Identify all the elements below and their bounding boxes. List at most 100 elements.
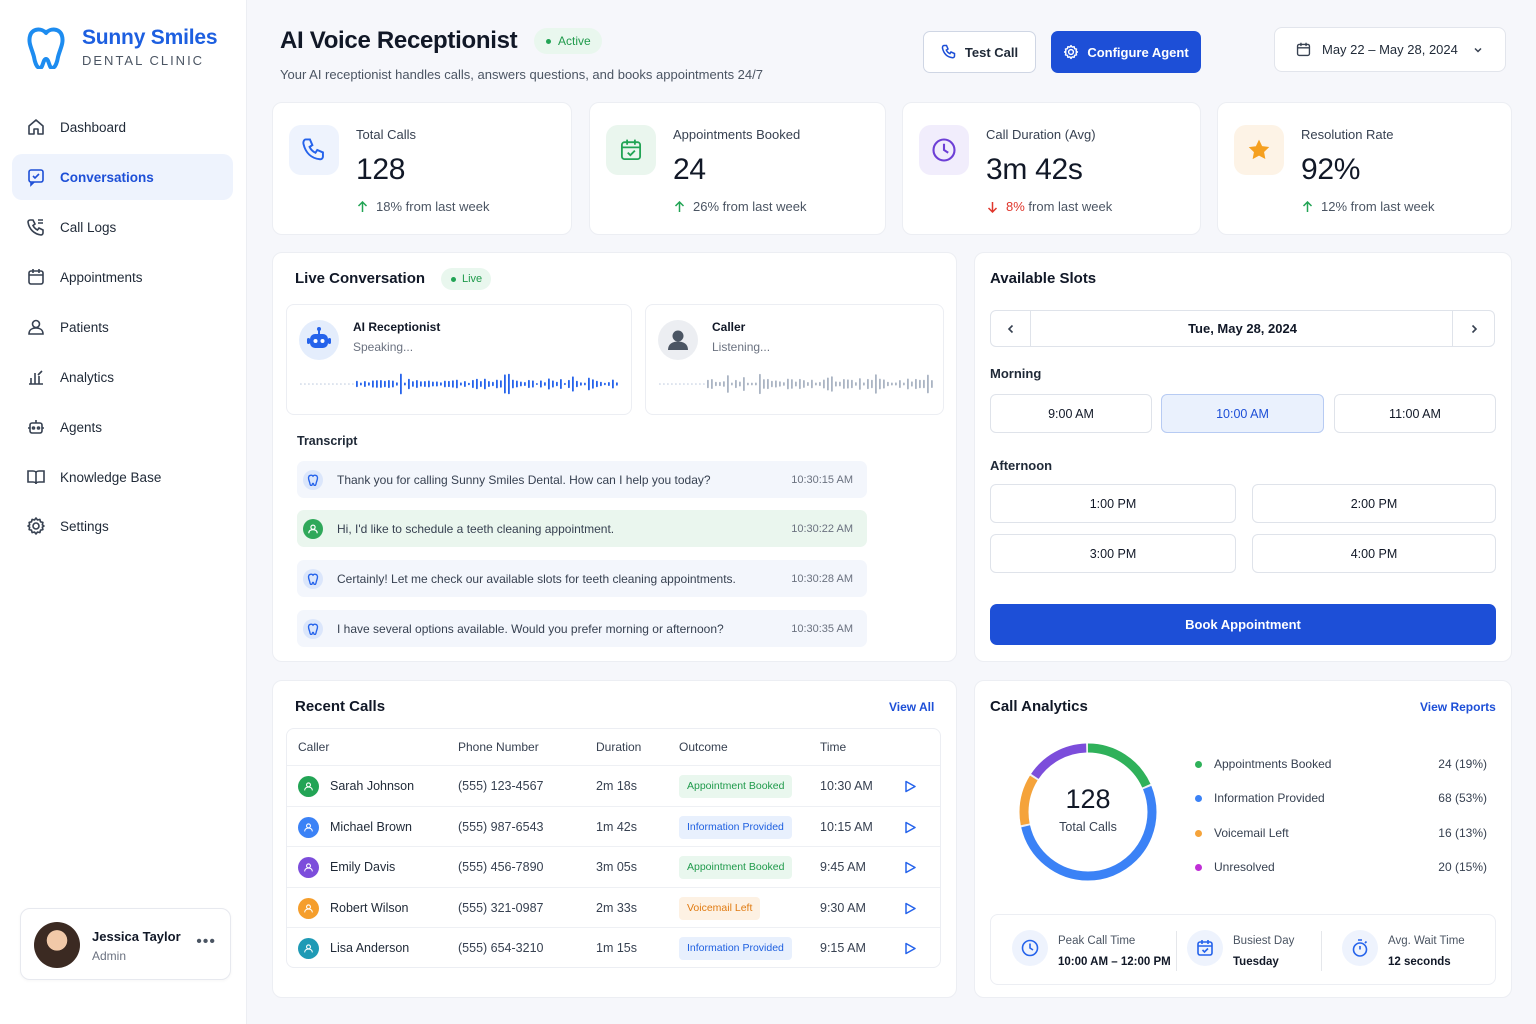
waveform-bar — [532, 380, 534, 388]
message-text: Certainly! Let me check our available sl… — [337, 571, 736, 586]
waveform-bar — [348, 383, 350, 385]
gear-icon — [1064, 44, 1079, 60]
tooth-icon — [303, 568, 323, 589]
transcript-message: Thank you for calling Sunny Smiles Denta… — [297, 461, 867, 498]
legend-item: Voicemail Left 16 (13%) — [1195, 826, 1487, 842]
waveform-bar — [927, 374, 929, 394]
sidebar-item-call-logs[interactable]: Call Logs — [12, 204, 233, 250]
slot-1pm[interactable]: 1:00 PM — [990, 484, 1236, 523]
play-icon[interactable] — [904, 780, 916, 793]
waveform-bar — [767, 378, 769, 390]
sidebar-item-label: Knowledge Base — [60, 469, 162, 485]
tooth-icon — [303, 618, 323, 639]
more-options-icon[interactable]: ••• — [196, 933, 216, 950]
caller-avatar-icon — [658, 320, 698, 360]
table-row[interactable]: Sarah Johnson (555) 123-4567 2m 18s Appoint… — [287, 765, 940, 806]
next-day-button[interactable] — [1452, 311, 1494, 346]
configure-agent-button[interactable]: Configure Agent — [1051, 31, 1201, 73]
slot-2pm[interactable]: 2:00 PM — [1252, 484, 1496, 523]
waveform-bar — [444, 380, 446, 388]
waveform-bar — [743, 376, 745, 392]
afternoon-label: Afternoon — [990, 458, 1053, 473]
sidebar-item-label: Patients — [60, 319, 109, 335]
waveform-bar — [903, 382, 905, 386]
message-time: 10:30:28 AM — [791, 572, 853, 585]
view-all-link[interactable]: View All — [889, 700, 935, 714]
waveform-bar — [703, 383, 705, 385]
prev-day-button[interactable] — [991, 311, 1031, 346]
call-analytics-title: Call Analytics — [990, 698, 1088, 715]
caller-avatar-icon — [298, 897, 319, 919]
view-reports-link[interactable]: View Reports — [1420, 700, 1496, 714]
waveform-bar — [771, 380, 773, 388]
waveform-bar — [568, 379, 570, 389]
table-row[interactable]: Robert Wilson (555) 321-0987 2m 33s Voicema… — [287, 886, 940, 928]
calendar-icon — [1296, 42, 1311, 57]
waveform-bar — [667, 383, 669, 385]
table-row[interactable]: Lisa Anderson (555) 654-3210 1m 15s Informa… — [287, 927, 940, 967]
sidebar-item-label: Dashboard — [60, 119, 127, 135]
transcript-label: Transcript — [297, 434, 358, 448]
play-icon[interactable] — [904, 861, 916, 874]
peak-value: Tuesday — [1233, 956, 1279, 968]
waveform-bar — [711, 379, 713, 389]
slot-10am[interactable]: 10:00 AM — [1161, 394, 1324, 433]
sidebar-item-conversations[interactable]: Conversations — [12, 154, 233, 200]
user-profile-card[interactable]: Jessica Taylor Admin ••• — [20, 908, 231, 980]
waveform-bar — [496, 379, 498, 389]
call-duration: 2m 33s — [596, 900, 637, 915]
sidebar-item-analytics[interactable]: Analytics — [12, 354, 233, 400]
waveform-bar — [332, 383, 334, 385]
table-row[interactable]: Emily Davis (555) 456-7890 3m 05s Appointme… — [287, 846, 940, 887]
live-conversation-title: Live Conversation — [295, 270, 426, 287]
play-icon[interactable] — [904, 942, 916, 955]
call-time: 9:15 AM — [820, 941, 866, 956]
waveform-bar — [851, 379, 853, 389]
slot-4pm[interactable]: 4:00 PM — [1252, 534, 1496, 573]
slot-3pm[interactable]: 3:00 PM — [990, 534, 1236, 573]
waveform-bar — [863, 382, 865, 386]
test-call-button[interactable]: Test Call — [923, 31, 1036, 73]
waveform-bar — [376, 380, 378, 388]
sidebar-item-patients[interactable]: Patients — [12, 304, 233, 350]
waveform-bar — [468, 382, 470, 386]
waveform-bar — [408, 378, 410, 390]
waveform-bar — [867, 378, 869, 390]
stat-value: 92% — [1301, 153, 1361, 186]
sidebar-item-label: Analytics — [60, 369, 115, 385]
sidebar-item-agents[interactable]: Agents — [12, 404, 233, 450]
stat-value: 128 — [356, 153, 406, 186]
donut-slice-voicemail — [1019, 743, 1157, 881]
waveform-bar — [596, 380, 598, 388]
sidebar-item-settings[interactable]: Settings — [12, 503, 233, 549]
waveform-bar — [440, 382, 442, 386]
legend-dot — [1195, 829, 1202, 837]
play-icon[interactable] — [904, 902, 916, 915]
slot-9am[interactable]: 9:00 AM — [990, 394, 1152, 433]
waveform-bar — [548, 378, 550, 390]
star-icon — [1234, 125, 1284, 175]
donut-slice-information — [1019, 743, 1157, 881]
sidebar-item-label: Settings — [60, 518, 109, 534]
waveform-bar — [476, 378, 478, 390]
sidebar-item-dashboard[interactable]: Dashboard — [12, 104, 233, 150]
table-row[interactable]: Michael Brown (555) 987-6543 1m 42s Informa… — [287, 805, 940, 847]
slot-11am[interactable]: 11:00 AM — [1334, 394, 1496, 433]
waveform-bar — [572, 376, 574, 392]
date-range-picker[interactable]: May 22 – May 28, 2024 — [1274, 27, 1506, 72]
waveform-bar — [847, 379, 849, 389]
waveform-bar — [779, 381, 781, 387]
tooth-logo-icon — [26, 25, 66, 69]
phone-number: (555) 321-0987 — [458, 900, 544, 915]
sidebar-item-appointments[interactable]: Appointments — [12, 254, 233, 300]
play-icon[interactable] — [904, 821, 916, 834]
waveform-bar — [795, 381, 797, 387]
phone-number: (555) 123-4567 — [458, 779, 544, 793]
transcript-message: Certainly! Let me check our available sl… — [297, 560, 867, 597]
sidebar-item-knowledge-base[interactable]: Knowledge Base — [12, 454, 233, 500]
column-header: Time — [820, 740, 847, 754]
book-appointment-button[interactable]: Book Appointment — [990, 604, 1496, 645]
waveform-bar — [723, 381, 725, 387]
message-text: Hi, I'd like to schedule a teeth cleanin… — [337, 521, 615, 536]
avatar — [34, 922, 80, 968]
